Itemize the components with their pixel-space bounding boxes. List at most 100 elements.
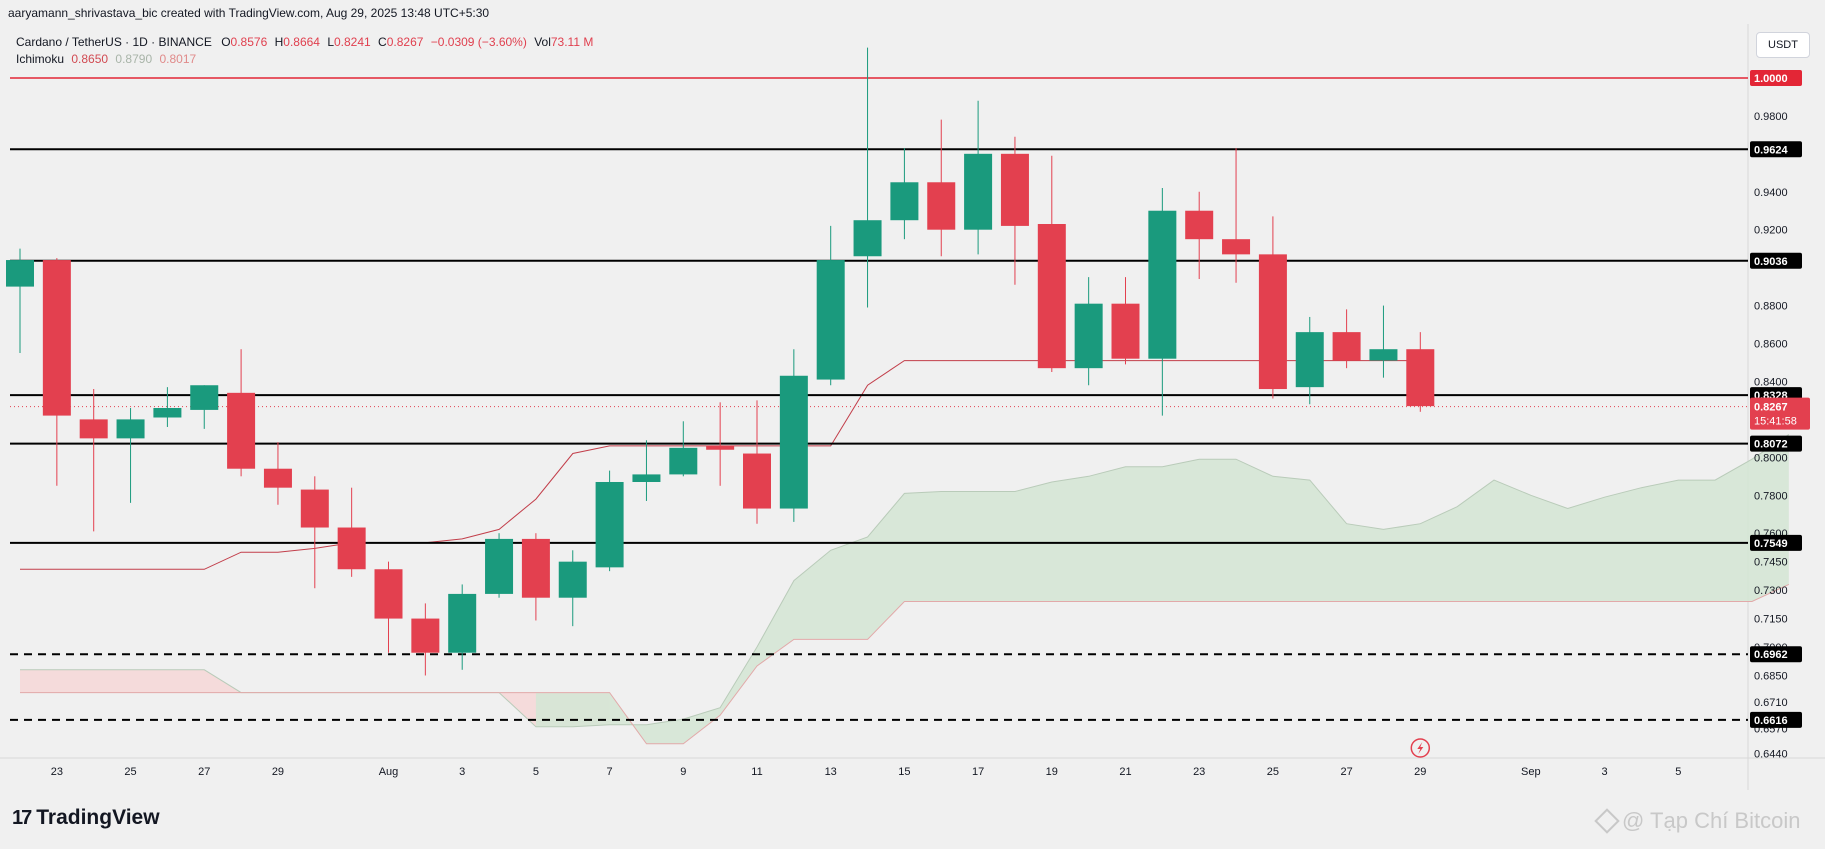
- candle-body: [1222, 239, 1251, 255]
- time-tick-label: 25: [1267, 766, 1279, 778]
- ichimoku-value-3: 0.8017: [159, 52, 197, 66]
- candle-body: [79, 419, 108, 439]
- event-flash-icon[interactable]: [1410, 738, 1431, 758]
- candle-body: [1332, 332, 1361, 361]
- event-icon-ring: [1410, 738, 1431, 758]
- candle: [1332, 309, 1361, 369]
- high-label: H: [274, 35, 284, 49]
- candle: [558, 550, 587, 627]
- last-price-label: 0.8267 15:41:58: [1750, 397, 1810, 430]
- candle-body: [853, 220, 882, 257]
- candle: [964, 100, 993, 255]
- ichimoku-cloud-bullish: [535, 434, 1789, 744]
- tradingview-logo-icon: 17: [12, 806, 32, 829]
- time-tick-label: 27: [198, 766, 210, 778]
- candle-body: [300, 489, 329, 528]
- level-label-bg: [1750, 534, 1802, 551]
- price-tick-label: 0.8000: [1754, 452, 1788, 464]
- level-price-label: 0.6616: [1750, 711, 1802, 728]
- candle-body: [669, 447, 698, 475]
- level-label-text: 0.9624: [1754, 144, 1789, 156]
- high-value: 0.8664: [283, 35, 320, 49]
- level-label-text: 0.9036: [1754, 256, 1788, 268]
- candle-body: [227, 392, 256, 469]
- level-label-bg: [1750, 252, 1802, 269]
- level-label-text: 1.0000: [1754, 73, 1788, 85]
- candle-body: [1111, 303, 1140, 359]
- candles: [6, 47, 1435, 676]
- candle-body: [448, 593, 477, 653]
- open-value: 0.8576: [230, 35, 268, 49]
- last-price-value: 0.8267: [1754, 402, 1788, 414]
- level-label-text: 0.8072: [1754, 439, 1788, 451]
- time-tick-label: 29: [272, 766, 284, 778]
- time-tick-label: 9: [680, 766, 686, 778]
- candle: [374, 561, 403, 653]
- candle: [448, 584, 477, 670]
- price-tick-label: 0.9200: [1754, 225, 1788, 237]
- level-price-label: 1.0000: [1750, 69, 1802, 86]
- time-tick-label: 5: [1675, 766, 1681, 778]
- watermark-diamond-icon: [1594, 808, 1620, 834]
- candle: [1369, 305, 1398, 378]
- candle: [6, 248, 34, 353]
- candle: [153, 387, 182, 427]
- volume-label: Vol: [534, 35, 551, 49]
- level-price-label: 0.8072: [1750, 435, 1802, 452]
- price-tick-label: 0.6440: [1754, 748, 1788, 760]
- candle: [927, 119, 956, 257]
- close-label: C: [378, 35, 387, 49]
- level-label-bg: [1750, 711, 1802, 728]
- horizontal-levels: [10, 77, 1748, 721]
- ichimoku-value-2: 0.8790: [115, 52, 153, 66]
- change-value: −0.0309 (−3.60%): [430, 35, 527, 49]
- time-axis: 23 25 27 29 Aug 3 5 7 9 11 13 15 17 19 21 23 25 27 29 Sep 3 5: [51, 766, 1682, 778]
- candle: [116, 408, 145, 503]
- candle-body: [927, 182, 956, 230]
- candle: [1148, 187, 1177, 416]
- ichimoku-value-1: 0.8650: [71, 52, 109, 66]
- ichimoku-label[interactable]: Ichimoku: [16, 52, 65, 66]
- symbol-legend: Cardano / TetherUS · 1D · BINANCE O0.857…: [16, 34, 593, 68]
- candle: [485, 533, 514, 598]
- candle: [595, 470, 624, 572]
- time-tick-label: 25: [124, 766, 136, 778]
- level-price-label: 0.9036: [1750, 252, 1802, 269]
- chart-credit: aaryamann_shrivastava_bic created with T…: [8, 6, 490, 20]
- time-tick-label: 11: [751, 766, 762, 778]
- candle-body: [1406, 349, 1435, 407]
- level-label-bg: [1750, 435, 1802, 452]
- time-tick-label: 29: [1414, 766, 1426, 778]
- level-label-bg: [1750, 646, 1802, 663]
- volume-value: 73.11 M: [550, 35, 594, 49]
- candle-body: [1074, 303, 1103, 369]
- candle-body: [116, 419, 145, 439]
- candle: [669, 421, 698, 477]
- candle-body: [558, 561, 587, 598]
- candle: [263, 442, 292, 505]
- low-value: 0.8241: [334, 35, 371, 49]
- currency-button[interactable]: USDT: [1756, 32, 1810, 58]
- level-label-bg: [1750, 69, 1802, 86]
- time-tick-label: 15: [898, 766, 910, 778]
- legend-ichimoku-row: Ichimoku 0.8650 0.8790 0.8017: [16, 51, 593, 68]
- time-tick-label: 23: [51, 766, 63, 778]
- candle: [1295, 316, 1324, 405]
- symbol-name[interactable]: Cardano / TetherUS · 1D · BINANCE: [16, 35, 212, 49]
- candle-body: [779, 375, 808, 509]
- candle: [227, 349, 256, 477]
- ichimoku-cloud-bearish: [20, 669, 610, 727]
- candle: [521, 533, 550, 621]
- candle: [300, 476, 329, 589]
- time-tick-label: 7: [607, 766, 613, 778]
- candle-body: [706, 445, 735, 450]
- candle: [1258, 216, 1287, 399]
- candle-body: [1295, 332, 1324, 388]
- level-label-text: 0.6616: [1754, 715, 1788, 727]
- candle-body: [42, 260, 71, 416]
- time-tick-label: 19: [1046, 766, 1058, 778]
- time-tick-label: 13: [825, 766, 837, 778]
- ichimoku-cloud: [20, 434, 1790, 745]
- countdown-timer: 15:41:58: [1754, 416, 1797, 428]
